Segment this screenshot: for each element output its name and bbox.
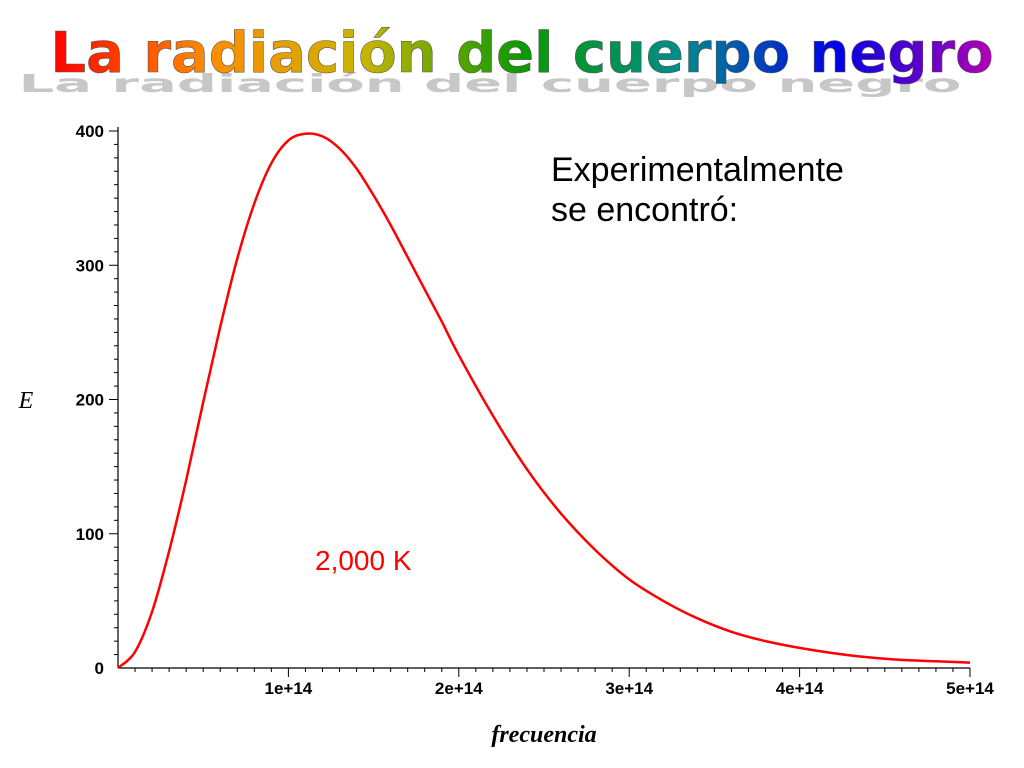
experimental-note-line2: se encontró: xyxy=(551,191,739,229)
y-tick-label: 100 xyxy=(76,525,104,544)
slide-title-text: La radiación del cuerpo negro xyxy=(50,21,993,86)
y-axis-label: E xyxy=(18,388,34,414)
x-tick-label: 1e+14 xyxy=(265,679,313,698)
chart-ticks: 1e+14 2e+14 3e+14 4e+14 5e+14 0 100 200 300 400 xyxy=(76,122,995,698)
x-tick-label: 3e+14 xyxy=(605,679,653,698)
curve-temperature-label: 2,000 K xyxy=(315,545,412,576)
experimental-note: Experimentalmente se encontró: xyxy=(551,150,844,230)
series-line-2000k xyxy=(117,132,971,669)
x-tick-label: 2e+14 xyxy=(435,679,483,698)
y-tick-label: 0 xyxy=(95,659,104,678)
slide-title: La radiación del cuerpo negro La radiaci… xyxy=(19,21,994,98)
experimental-note-line1: Experimentalmente xyxy=(551,151,844,189)
y-tick-label: 400 xyxy=(76,122,104,141)
x-tick-label: 4e+14 xyxy=(776,679,824,698)
y-tick-label: 300 xyxy=(76,256,104,275)
y-tick-label: 200 xyxy=(76,391,104,410)
x-tick-label: 5e+14 xyxy=(946,679,994,698)
slide-title-shadow: La radiación del cuerpo negro xyxy=(19,69,962,98)
x-axis-label: frecuencia xyxy=(491,722,596,748)
